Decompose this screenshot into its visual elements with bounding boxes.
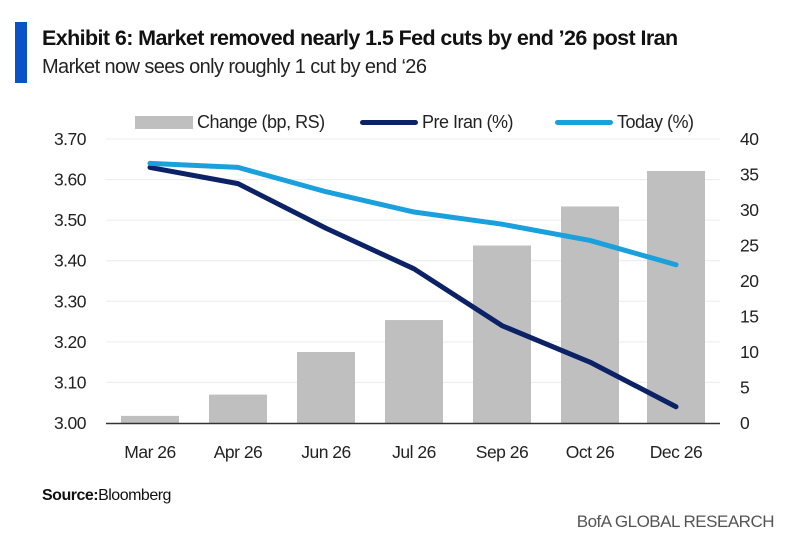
brand-footer: BofA GLOBAL RESEARCH (576, 512, 775, 531)
left-tick-label: 3.70 (54, 129, 87, 149)
line-pre-iran (147, 164, 679, 410)
left-axis-ticks: 3.00 3.10 3.20 3.30 3.40 3.50 3.60 3.70 (54, 129, 87, 433)
bar-dec-26 (647, 170, 705, 423)
right-tick-label: 10 (740, 342, 759, 362)
legend-swatch-change (135, 115, 193, 129)
right-tick-label: 30 (740, 200, 759, 220)
left-tick-label: 3.30 (54, 291, 87, 311)
x-tick-label: Oct 26 (566, 442, 615, 462)
legend-swatch-pre-iran (360, 119, 418, 125)
legend-item-pre-iran: Pre Iran (%) (360, 110, 514, 134)
legend-label-today: Today (%) (617, 111, 694, 132)
right-tick-label: 15 (740, 307, 758, 327)
left-tick-label: 3.00 (54, 413, 87, 433)
right-tick-label: 25 (740, 236, 758, 256)
legend-item-today: Today (%) (555, 110, 694, 134)
right-tick-label: 20 (740, 271, 759, 291)
left-tick-label: 3.60 (54, 170, 87, 190)
x-tick-label: Jun 26 (301, 442, 351, 462)
source-note: Source:Bloomberg (42, 487, 171, 505)
bar-series-change (121, 170, 705, 423)
title-accent-bar (15, 22, 27, 83)
source-value: Bloomberg (98, 487, 171, 504)
x-tick-label: Apr 26 (214, 442, 263, 462)
right-axis-ticks: 0 5 10 15 20 25 30 35 40 (740, 129, 760, 433)
bar-apr-26 (209, 394, 267, 423)
x-tick-label: Mar 26 (124, 442, 175, 462)
right-tick-label: 0 (740, 413, 750, 433)
line-today (147, 160, 679, 268)
left-tick-label: 3.50 (54, 210, 87, 230)
chart-title: Exhibit 6: Market removed nearly 1.5 Fed… (42, 26, 678, 50)
x-axis-ticks: Mar 26 Apr 26 Jun 26 Jul 26 Sep 26 Oct 26 Dec … (124, 442, 702, 462)
source-label: Source: (42, 487, 99, 504)
bar-jul-26 (385, 320, 443, 423)
right-tick-label: 40 (740, 129, 759, 149)
legend-label-pre-iran: Pre Iran (%) (422, 111, 514, 132)
right-tick-label: 5 (740, 378, 749, 398)
x-tick-label: Sep 26 (476, 442, 528, 462)
left-tick-label: 3.10 (54, 372, 87, 392)
x-tick-label: Jul 26 (392, 442, 436, 462)
x-tick-label: Dec 26 (650, 442, 702, 462)
left-tick-label: 3.20 (54, 332, 87, 352)
legend: Change (bp, RS) Pre Iran (%) Today (%) (0, 110, 788, 134)
line-series (147, 160, 679, 410)
legend-item-change: Change (bp, RS) (135, 110, 325, 134)
left-tick-label: 3.40 (54, 251, 87, 271)
right-tick-label: 35 (740, 165, 758, 185)
legend-swatch-today (555, 119, 613, 125)
legend-label-change: Change (bp, RS) (197, 111, 325, 132)
bar-mar-26 (121, 415, 179, 423)
bar-jun-26 (297, 352, 355, 423)
chart-subtitle: Market now sees only roughly 1 cut by en… (42, 56, 427, 78)
